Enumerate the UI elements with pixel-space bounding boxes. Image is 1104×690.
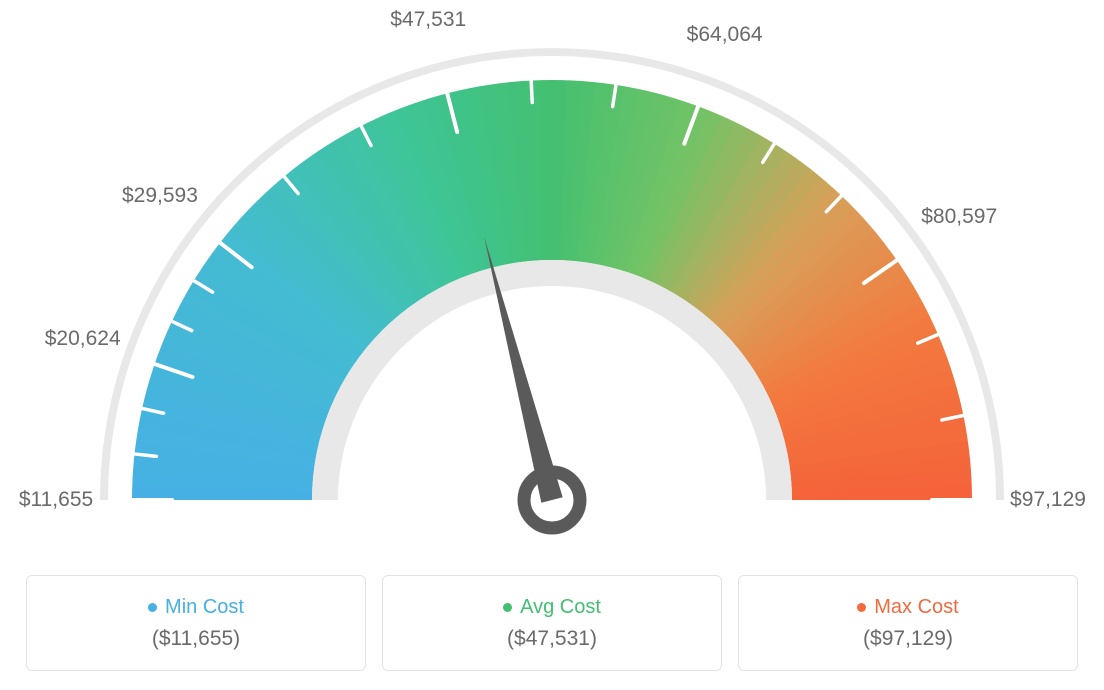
- legend-dot-icon: [857, 603, 866, 612]
- gauge-ring: [130, 78, 974, 501]
- legend-title-row: Avg Cost: [503, 596, 601, 619]
- legend-title-row: Min Cost: [148, 596, 244, 619]
- legend-row: Min Cost ($11,655) Avg Cost ($47,531) Max Co…: [0, 575, 1104, 675]
- gauge-tick-label: $29,593: [122, 184, 198, 208]
- legend-card-max: Max Cost ($97,129): [738, 575, 1078, 671]
- legend-title: Avg Cost: [520, 596, 601, 619]
- legend-value: ($11,655): [152, 627, 240, 651]
- gauge-svg: [0, 0, 1104, 560]
- legend-title: Min Cost: [165, 596, 244, 619]
- gauge-tick-label: $47,531: [390, 8, 466, 32]
- legend-card-min: Min Cost ($11,655): [26, 575, 366, 671]
- legend-title: Max Cost: [874, 596, 958, 619]
- legend-card-avg: Avg Cost ($47,531): [382, 575, 722, 671]
- legend-title-row: Max Cost: [857, 596, 958, 619]
- gauge-tick-label: $64,064: [687, 23, 763, 47]
- legend-value: ($47,531): [507, 627, 597, 651]
- legend-dot-icon: [503, 603, 512, 612]
- gauge-tick-label: $80,597: [921, 205, 997, 229]
- gauge-tick-label: $11,655: [19, 488, 93, 512]
- legend-value: ($97,129): [863, 627, 953, 651]
- gauge-tick-label: $20,624: [45, 327, 121, 351]
- legend-dot-icon: [148, 603, 157, 612]
- gauge-container: $11,655 $20,624 $29,593 $47,531 $64,064 $80,5…: [0, 0, 1104, 560]
- gauge-tick-label: $97,129: [1010, 488, 1086, 512]
